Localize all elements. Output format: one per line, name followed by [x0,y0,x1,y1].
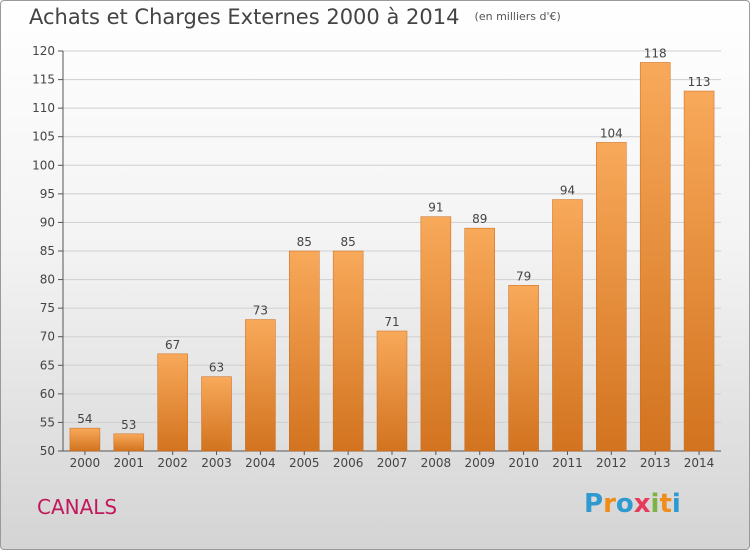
bar-2006 [332,250,364,452]
data-label-2014: 113 [688,75,711,89]
data-label-2011: 94 [560,184,575,198]
x-tick-label-2014: 2014 [684,456,715,470]
x-tick-label-2008: 2008 [421,456,452,470]
data-label-2009: 89 [472,212,487,226]
x-tick-label-2013: 2013 [640,456,671,470]
x-tick-label-2012: 2012 [596,456,627,470]
y-tick-label: 110 [32,101,55,115]
logo-letter: t [659,489,672,519]
bar-2002 [157,353,188,452]
y-tick-label: 55 [40,415,55,429]
bar-2013 [639,62,671,452]
x-tick-label-2009: 2009 [464,456,495,470]
data-label-2008: 91 [428,201,443,215]
data-label-2013: 118 [644,46,667,60]
chart-subtitle: (en milliers d'€) [474,10,561,23]
y-tick-label: 105 [32,130,55,144]
x-tick-label-2011: 2011 [552,456,583,470]
logo-letter: i [671,489,681,519]
town-name: CANALS [37,495,118,519]
bar-2001 [113,433,145,452]
y-tick-label: 65 [40,358,55,372]
logo-letter: r [603,489,616,519]
data-label-2003: 63 [209,361,224,375]
data-label-2004: 73 [253,304,268,318]
bar-2008 [420,216,452,452]
bar-2012 [596,142,627,452]
data-label-2005: 85 [297,235,312,249]
logo-letter: P [584,489,604,519]
title-row: Achats et Charges Externes 2000 à 2014 (… [29,5,561,29]
bar-2003 [201,376,232,452]
bar-2011 [552,199,583,452]
logo-letter: x [633,489,651,519]
bar-2014 [683,90,715,452]
bar-2005 [289,250,320,452]
bars [69,62,715,452]
logo-letter: o [615,489,634,519]
x-tick-label-2000: 2000 [70,456,101,470]
y-tick-label: 90 [40,215,55,229]
data-label-2010: 79 [516,269,531,283]
data-labels: 54 53 67 63 73 85 85 71 91 89 79 94 104 118 113 [77,46,710,431]
x-tick-label-2001: 2001 [114,456,145,470]
data-label-2002: 67 [165,338,180,352]
bar-2009 [464,227,495,452]
y-tick-label: 80 [40,273,55,287]
x-tick-labels: 2000 2001 2002 2003 2004 2005 2006 2007 2008 2009… [70,456,715,470]
x-tick-label-2007: 2007 [377,456,408,470]
y-tick-label: 115 [32,73,55,87]
x-tick-label-2006: 2006 [333,456,364,470]
y-tick-label: 70 [40,330,55,344]
x-tick-label-2002: 2002 [157,456,188,470]
proxiti-logo[interactable]: Proxiti [584,489,681,519]
y-tick-label: 120 [32,44,55,58]
data-label-2007: 71 [384,315,399,329]
y-tick-labels: 50 55 60 65 70 75 80 85 90 95 100 105 110 115 120 [32,44,55,458]
data-label-2012: 104 [600,126,623,140]
y-tick-label: 50 [40,444,55,458]
y-tick-label: 75 [40,301,55,315]
x-tick-label-2010: 2010 [508,456,539,470]
x-tick-label-2004: 2004 [245,456,276,470]
y-tick-label: 100 [32,158,55,172]
bar-2010 [508,285,539,452]
chart-title: Achats et Charges Externes 2000 à 2014 [29,5,460,29]
x-tick-label-2003: 2003 [201,456,232,470]
y-tick-label: 60 [40,387,55,401]
bar-2007 [376,330,408,452]
bar-2004 [245,319,276,452]
data-label-2001: 53 [121,418,136,432]
y-tick-label: 85 [40,244,55,258]
logo-letter: i [650,489,660,519]
x-tick-label-2005: 2005 [289,456,320,470]
bar-2000 [69,427,101,452]
data-label-2006: 85 [340,235,355,249]
y-tick-label: 95 [40,187,55,201]
data-label-2000: 54 [77,412,92,426]
